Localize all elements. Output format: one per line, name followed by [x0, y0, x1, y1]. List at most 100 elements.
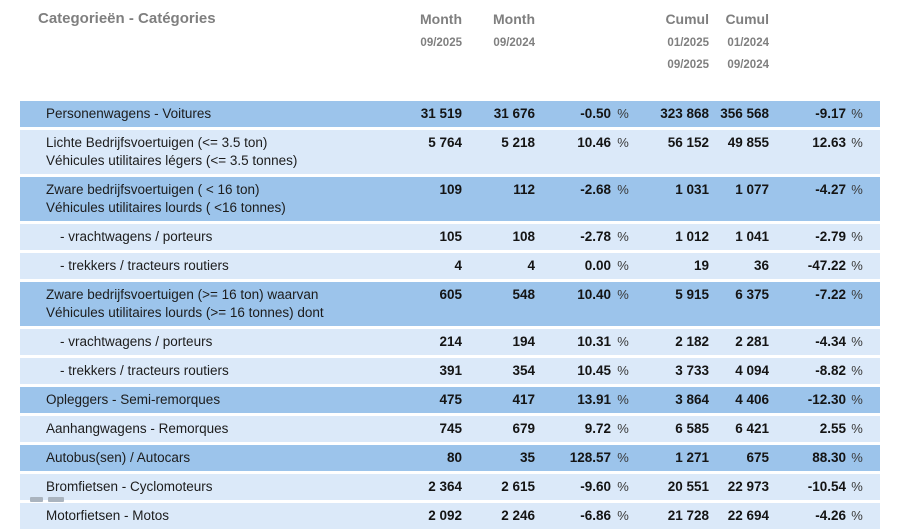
- cumul-current-value: 1 012: [675, 229, 709, 244]
- row-label: Bromfietsen - Cyclomoteurs: [20, 478, 400, 496]
- table-row: Aanhangwagens - Remorques 745 679 9.72 %…: [20, 416, 880, 442]
- cumul-current-value: 5 915: [675, 287, 709, 302]
- row-label-line1: Opleggers - Semi-remorques: [46, 392, 221, 407]
- row-label: Lichte Bedrijfsvoertuigen (<= 3.5 ton) V…: [20, 134, 400, 170]
- month-current-value: 4: [454, 258, 462, 273]
- month-current-value: 2 364: [428, 479, 462, 494]
- cumul-current-value: 19: [693, 258, 709, 273]
- row-label: Zware bedrijfsvoertuigen ( < 16 ton) Véh…: [20, 181, 400, 217]
- table-row: - trekkers / tracteurs routiers 391 354 …: [20, 358, 880, 384]
- category-column-header: Categorieën - Catégories: [38, 10, 216, 27]
- percent-sign: %: [851, 135, 863, 150]
- table-row: Lichte Bedrijfsvoertuigen (<= 3.5 ton) V…: [20, 130, 880, 174]
- cumul-previous-value: 356 568: [720, 106, 769, 121]
- month-previous-value: 194: [512, 334, 535, 349]
- month-change-percent: -9.60: [580, 479, 611, 494]
- row-label-line1: Personenwagens - Voitures: [46, 106, 212, 121]
- month-previous-value: 112: [513, 182, 535, 197]
- percent-sign: %: [851, 258, 863, 273]
- cumul-current-value: 56 152: [667, 135, 709, 150]
- cumul-change-percent: -8.82: [815, 363, 846, 378]
- row-label-line1: Zware bedrijfsvoertuigen ( < 16 ton): [46, 182, 260, 197]
- cumul-previous-value: 4 094: [735, 363, 769, 378]
- percent-sign: %: [851, 450, 863, 465]
- month-change-percent: 9.72: [584, 421, 611, 436]
- percent-sign: %: [617, 421, 629, 436]
- month-change-percent: -2.78: [580, 229, 611, 244]
- month-previous-value: 354: [512, 363, 535, 378]
- month-current-value: 605: [439, 287, 462, 302]
- cutoff-text-fragment: [48, 497, 64, 502]
- month-change-percent: 13.91: [577, 392, 611, 407]
- row-label-line1: Motorfietsen - Motos: [46, 508, 170, 523]
- table-row: Zware bedrijfsvoertuigen (>= 16 ton) waa…: [20, 282, 880, 326]
- row-label-line1: - trekkers / tracteurs routiers: [60, 363, 229, 378]
- column-period: 09/2025: [420, 37, 462, 49]
- row-label-line1: Aanhangwagens - Remorques: [46, 421, 229, 436]
- column-period: 09/2024: [493, 37, 535, 49]
- cumul-previous-value: 675: [746, 450, 769, 465]
- column-header-month-previous: Month 09/2024: [462, 10, 535, 72]
- row-label-line2: Véhicules utilitaires lourds ( <16 tonne…: [46, 200, 286, 215]
- cumul-change-percent: 12.63: [812, 135, 846, 150]
- header-gap-month-pct: [535, 10, 635, 72]
- month-previous-value: 2 246: [501, 508, 535, 523]
- month-change-percent: 0.00: [584, 258, 611, 273]
- month-current-value: 391: [439, 363, 462, 378]
- percent-sign: %: [851, 392, 863, 407]
- row-label: Motorfietsen - Motos: [20, 507, 400, 525]
- row-label: Zware bedrijfsvoertuigen (>= 16 ton) waa…: [20, 286, 400, 322]
- percent-sign: %: [851, 182, 863, 197]
- cumul-previous-value: 36: [753, 258, 769, 273]
- month-change-percent: 10.31: [577, 334, 611, 349]
- percent-sign: %: [851, 334, 863, 349]
- cumul-previous-value: 1 041: [735, 229, 769, 244]
- cumul-change-percent: -4.26: [815, 508, 846, 523]
- month-change-percent: 10.46: [577, 135, 611, 150]
- column-header-month-current: Month 09/2025: [400, 10, 462, 72]
- cutoff-row-fragment: [0, 497, 900, 507]
- table-row: Bromfietsen - Cyclomoteurs 2 364 2 615 -…: [20, 474, 880, 500]
- cumul-change-percent: 2.55: [819, 421, 846, 436]
- cumul-previous-value: 4 406: [735, 392, 769, 407]
- header-spacer: [20, 10, 400, 72]
- percent-sign: %: [617, 508, 629, 523]
- cumul-previous-value: 6 421: [735, 421, 769, 436]
- row-label-line1: - trekkers / tracteurs routiers: [60, 258, 229, 273]
- month-previous-value: 108: [512, 229, 535, 244]
- month-change-percent: 10.45: [577, 363, 611, 378]
- cumul-previous-value: 2 281: [735, 334, 769, 349]
- month-previous-value: 5 218: [501, 135, 535, 150]
- row-label: Opleggers - Semi-remorques: [20, 391, 400, 409]
- month-current-value: 105: [439, 229, 462, 244]
- cumul-previous-value: 22 694: [727, 508, 769, 523]
- month-previous-value: 35: [519, 450, 535, 465]
- column-period-from: 01/2025: [667, 37, 709, 49]
- cumul-previous-value: 49 855: [727, 135, 769, 150]
- percent-sign: %: [617, 182, 629, 197]
- column-headers: Month 09/2025 Month 09/2024 Cumul 01/202…: [20, 10, 880, 72]
- row-label: Aanhangwagens - Remorques: [20, 420, 400, 438]
- month-current-value: 475: [439, 392, 462, 407]
- month-change-percent: -0.50: [580, 106, 611, 121]
- month-current-value: 80: [446, 450, 462, 465]
- month-previous-value: 4: [527, 258, 535, 273]
- table-row: - trekkers / tracteurs routiers 4 4 0.00…: [20, 253, 880, 279]
- percent-sign: %: [851, 287, 863, 302]
- row-label-line1: Zware bedrijfsvoertuigen (>= 16 ton) waa…: [46, 287, 319, 302]
- percent-sign: %: [851, 421, 863, 436]
- column-title: Cumul: [665, 11, 709, 27]
- column-header-cumul-current: Cumul 01/2025 09/2025: [635, 10, 709, 72]
- row-label-line1: Lichte Bedrijfsvoertuigen (<= 3.5 ton): [46, 135, 268, 150]
- month-previous-value: 2 615: [501, 479, 535, 494]
- cumul-current-value: 1 271: [675, 450, 709, 465]
- header-gap-cumul-pct: [769, 10, 868, 72]
- percent-sign: %: [617, 106, 629, 121]
- row-label-line2: Véhicules utilitaires lourds (>= 16 tonn…: [46, 305, 324, 320]
- row-label: Autobus(sen) / Autocars: [20, 449, 400, 467]
- month-change-percent: 128.57: [569, 450, 611, 465]
- month-change-percent: -2.68: [580, 182, 611, 197]
- row-label: - trekkers / tracteurs routiers: [20, 362, 400, 380]
- cutoff-text-fragment: [30, 497, 43, 502]
- row-label-line1: - vrachtwagens / porteurs: [60, 229, 213, 244]
